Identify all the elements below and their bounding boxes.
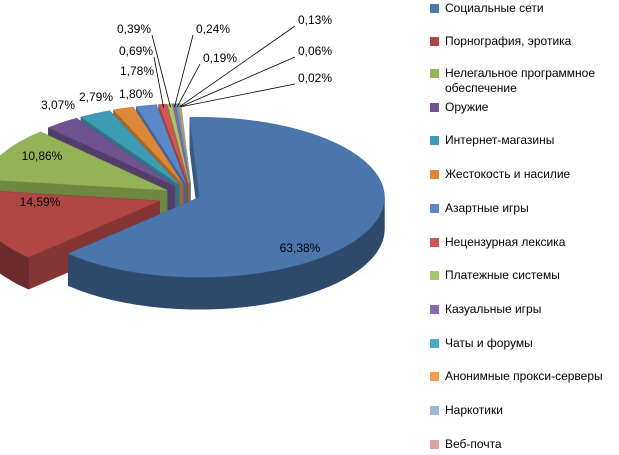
legend-item: Платежные системы	[430, 268, 619, 283]
legend-swatch	[430, 238, 439, 247]
slice-top	[47, 118, 176, 187]
legend-label: Казуальные игры	[445, 302, 542, 316]
leader-line	[153, 56, 164, 108]
legend-swatch	[430, 305, 439, 314]
legend-item: Чаты и форумы	[430, 336, 619, 351]
legend-item: Нелегальное программное обеспечение	[430, 66, 619, 96]
data-label: 0,13%	[298, 13, 332, 27]
data-label: 63,38%	[280, 241, 321, 255]
legend-swatch	[430, 440, 439, 449]
legend-swatch	[430, 4, 439, 13]
legend-label: Наркотики	[445, 403, 503, 417]
slice-outer-wall	[0, 240, 29, 290]
data-label: 0,39%	[117, 22, 151, 36]
legend-swatch	[430, 406, 439, 415]
data-label: 0,02%	[298, 71, 332, 85]
legend-swatch	[430, 372, 439, 381]
legend-label: Чаты и форумы	[445, 336, 533, 350]
leader-line	[174, 34, 194, 108]
legend-swatch	[430, 37, 439, 46]
leader-line	[180, 56, 296, 108]
data-label: 14,59%	[20, 195, 61, 209]
data-label: 1,78%	[120, 64, 154, 78]
legend-item: Жестокость и насилие	[430, 167, 619, 182]
slice-top	[135, 104, 187, 184]
legend-label: Интернет-магазины	[445, 133, 555, 147]
legend-swatch	[430, 103, 439, 112]
data-label: 0,06%	[298, 44, 332, 58]
legend-item: Социальные сети	[430, 1, 619, 16]
pie-chart: 63,38% 14,59% 10,86% 3,07% 2,79% 1,80% 1,78% 0,…	[0, 13, 385, 310]
legend-item: Наркотики	[430, 403, 619, 418]
slice-top	[112, 106, 184, 185]
leader-line	[181, 83, 296, 108]
pie-slices	[0, 103, 385, 310]
leader-lines	[151, 25, 296, 108]
data-label: 3,07%	[41, 98, 75, 112]
data-label: 0,24%	[196, 22, 230, 36]
leader-line	[179, 25, 296, 108]
legend-label: Азартные игры	[445, 201, 529, 215]
leader-line	[151, 34, 171, 108]
legend-label: Платежные системы	[445, 268, 560, 282]
legend-label: Оружие	[445, 100, 489, 114]
legend-swatch	[430, 271, 439, 280]
legend-item: Азартные игры	[430, 201, 619, 216]
legend-label: Социальные сети	[445, 1, 544, 15]
data-label: 2,79%	[79, 90, 113, 104]
legend-item: Анонимные прокси-серверы	[430, 369, 619, 384]
slice-top	[80, 110, 180, 185]
legend-item: Оружие	[430, 100, 619, 115]
data-label: 1,80%	[119, 87, 153, 101]
legend-label: Анонимные прокси-серверы	[445, 369, 603, 383]
leader-line	[176, 63, 201, 108]
legend-item: Порнография, эротика	[430, 34, 619, 49]
legend-label: Нелегальное программное обеспечение	[445, 66, 596, 95]
data-label: 0,69%	[119, 44, 153, 58]
legend-item: Интернет-магазины	[430, 133, 619, 148]
slice-top	[0, 131, 168, 191]
legend-label: Веб-почта	[445, 437, 502, 451]
slice-top	[0, 191, 160, 258]
slice-top	[158, 103, 189, 184]
legend-swatch	[430, 136, 439, 145]
legend-label: Нецензурная лексика	[445, 235, 566, 249]
legend-label: Жестокость и насилие	[445, 167, 571, 181]
legend-swatch	[430, 170, 439, 179]
pie-slice	[67, 117, 385, 310]
legend-label: Порнография, эротика	[445, 34, 572, 48]
data-labels: 63,38% 14,59% 10,86% 3,07% 2,79% 1,80% 1,78% 0,…	[20, 13, 333, 255]
data-label: 0,19%	[203, 51, 237, 65]
legend-item: Веб-почта	[430, 437, 619, 452]
legend-swatch	[430, 339, 439, 348]
data-label: 10,86%	[22, 149, 63, 163]
legend-swatch	[430, 69, 439, 78]
legend-item: Нецензурная лексика	[430, 235, 619, 250]
legend-swatch	[430, 204, 439, 213]
slice-top	[67, 117, 385, 278]
legend-item: Казуальные игры	[430, 302, 619, 317]
